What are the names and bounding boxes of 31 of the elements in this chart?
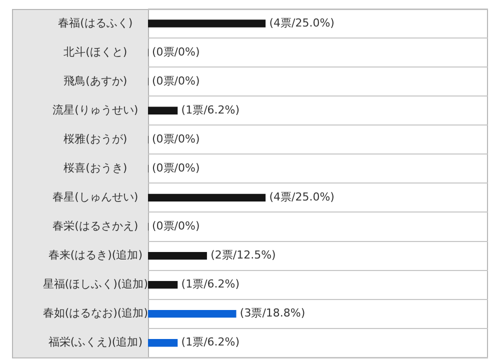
y-tick-label: 春星(しゅんせい): [52, 190, 138, 204]
y-tick-label: 福栄(ふくえ)(追加): [48, 336, 143, 349]
y-tick-label: 飛鳥(あすか): [64, 74, 128, 88]
data-label: (4票/25.0%): [269, 190, 334, 204]
y-tick-label: 春来(はるき)(追加): [48, 248, 143, 262]
data-label: (4票/25.0%): [269, 16, 334, 30]
data-label: (0票/0%): [152, 74, 200, 88]
bar: [148, 339, 178, 347]
bar: [148, 280, 178, 289]
data-label: (2票/12.5%): [210, 248, 276, 262]
y-tick-label: 流星(りゅうせい): [52, 103, 138, 116]
y-tick-label: 春如(はるなお)(追加): [42, 306, 148, 320]
y-tick-label: 春福(はるふく): [58, 16, 133, 30]
bar: [148, 194, 266, 202]
y-tick-label: 桜喜(おうき): [64, 162, 128, 175]
data-label: (0票/0%): [152, 220, 200, 233]
y-tick-label: 星福(ほしふく)(追加): [42, 278, 148, 291]
data-label: (0票/0%): [152, 162, 200, 175]
y-tick-label: 春栄(はるさかえ): [52, 220, 138, 233]
data-label: (3票/18.8%): [240, 306, 306, 320]
bar: [148, 310, 236, 318]
data-label: (1票/6.2%): [181, 336, 240, 349]
bar: [148, 252, 207, 260]
data-label: (0票/0%): [152, 132, 200, 146]
data-label: (1票/6.2%): [181, 103, 240, 116]
data-label: (0票/0%): [152, 45, 200, 58]
y-tick-label: 北斗(ほくと): [64, 45, 128, 58]
bar: [148, 20, 266, 28]
bar: [148, 106, 178, 114]
y-tick-label: 桜雅(おうが): [64, 132, 128, 146]
data-label: (1票/6.2%): [181, 278, 240, 291]
